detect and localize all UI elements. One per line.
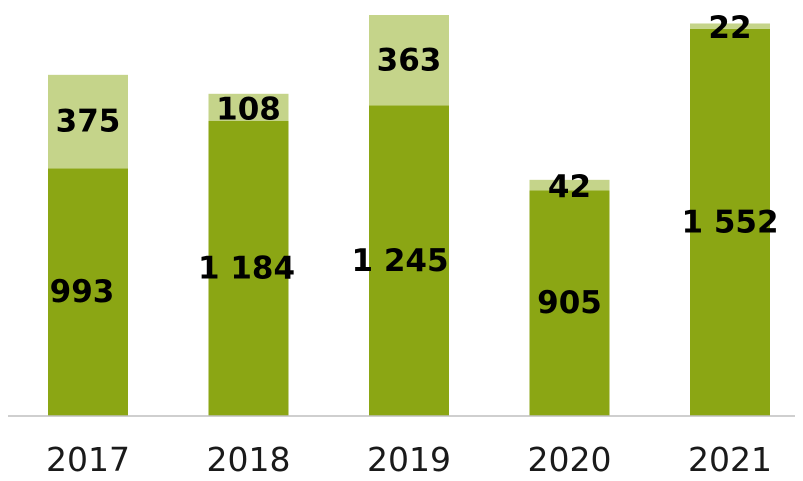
bar-segment-2019-1 (369, 15, 449, 106)
x-tick-label-2017: 2017 (46, 440, 130, 479)
bar-segment-2020-0 (529, 190, 610, 416)
data-label-2021-1: 22 (708, 10, 751, 46)
x-tick-label-2019: 2019 (367, 440, 451, 479)
data-label-2020-1: 42 (548, 169, 591, 205)
data-label-2019-1: 363 (377, 42, 442, 78)
data-label-2021-0: 1 552 (681, 204, 778, 240)
bar-segment-2018-0 (208, 120, 289, 416)
x-tick-label-2020: 2020 (528, 440, 612, 479)
data-label-2019-0: 1 245 (351, 243, 448, 279)
bar-segment-2019-0 (369, 105, 449, 416)
data-label-2017-1: 375 (56, 104, 121, 140)
bar-segment-2020-1 (529, 179, 610, 191)
data-label-2017-0: 993 (50, 274, 115, 310)
bar-segment-2021-0 (690, 28, 770, 416)
x-tick-label-2018: 2018 (207, 440, 291, 479)
x-tick-label-2021: 2021 (688, 440, 772, 479)
bar-segment-2021-1 (690, 23, 770, 29)
data-label-2018-1: 108 (216, 91, 281, 127)
data-label-2020-0: 905 (537, 285, 602, 321)
bars-layer (48, 15, 770, 416)
bar-segment-2017-0 (48, 168, 128, 416)
bar-segment-2018-1 (208, 93, 289, 121)
bar-segment-2017-1 (48, 74, 128, 169)
data-labels-layer: 993 375 1 184 108 1 245 363 905 42 1 552 22 (50, 10, 779, 321)
data-label-2018-0: 1 184 (198, 250, 295, 286)
x-tick-labels: 2017 2018 2019 2020 2021 (46, 440, 772, 479)
